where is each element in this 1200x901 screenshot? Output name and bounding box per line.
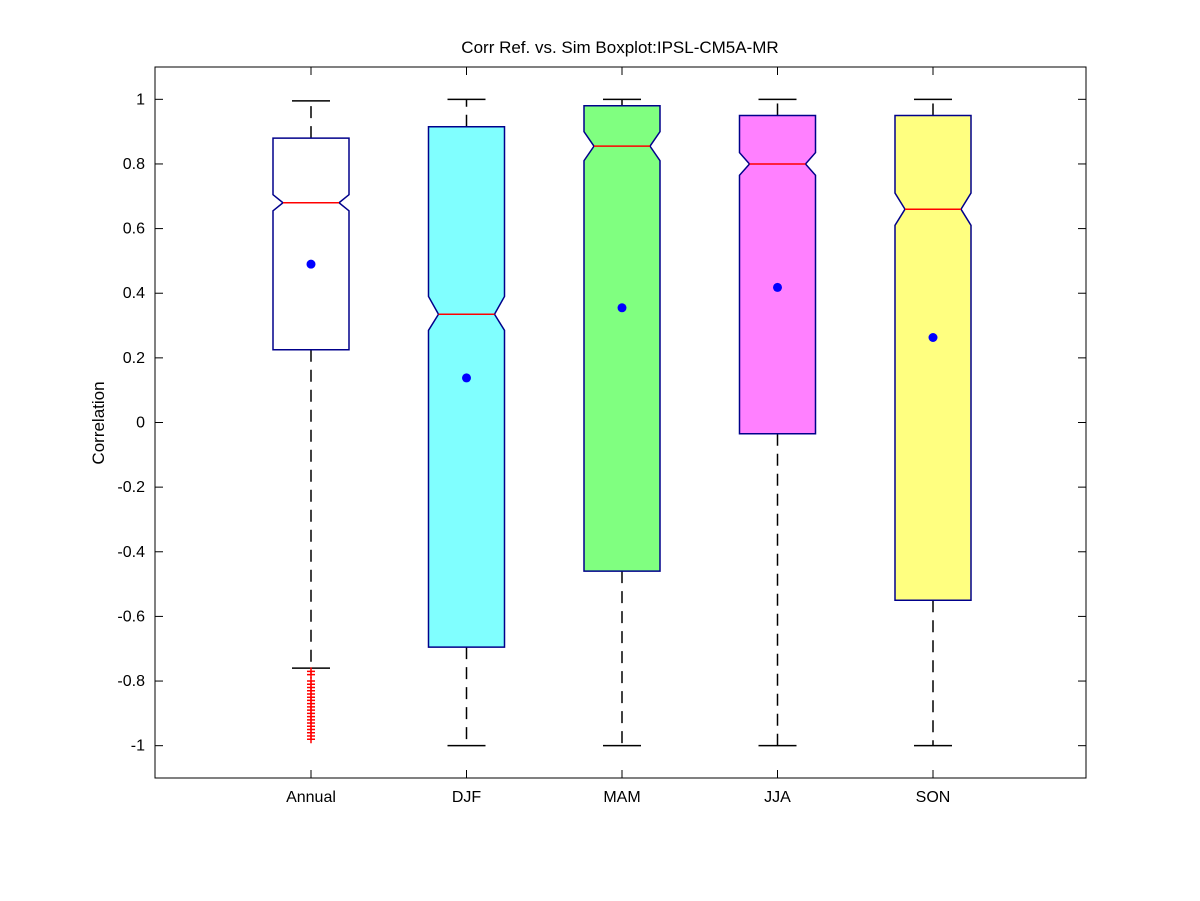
notched-box — [894, 114, 972, 601]
y-axis-label: Correlation — [89, 381, 108, 464]
mean-marker — [462, 373, 471, 383]
y-tick-label: 0.6 — [123, 221, 145, 238]
y-tick-label: -0.4 — [117, 544, 145, 561]
y-tick-label: 0.2 — [123, 350, 145, 367]
y-tick-label: -0.2 — [117, 479, 145, 496]
notched-box — [583, 105, 661, 572]
x-tick-label: MAM — [603, 789, 640, 806]
notched-box — [272, 137, 350, 351]
y-tick-label: 0.4 — [123, 285, 145, 302]
y-tick-label: 0.8 — [123, 156, 145, 173]
mean-marker — [928, 333, 938, 343]
y-tick-label: 1 — [136, 91, 145, 108]
y-tick-label: -0.8 — [117, 673, 145, 690]
y-tick-label: 0 — [136, 415, 145, 432]
y-tick-label: -0.6 — [117, 608, 145, 625]
mean-marker — [773, 282, 782, 292]
notched-box — [427, 126, 506, 648]
x-tick-label: Annual — [286, 789, 336, 806]
x-tick-label: SON — [916, 789, 951, 806]
notched-box — [738, 114, 817, 435]
chart-title: Corr Ref. vs. Sim Boxplot:IPSL-CM5A-MR — [461, 38, 778, 57]
x-tick-label: JJA — [764, 789, 791, 806]
outlier-marker — [307, 735, 315, 744]
y-tick-label: -1 — [131, 738, 145, 755]
mean-marker — [306, 259, 316, 269]
x-tick-label: DJF — [452, 789, 482, 806]
mean-marker — [617, 303, 627, 313]
plot-area: 1 0.8 0.6 0.4 0.2 0 -0.2 -0.4 -0.6 -0.8 -1 Annual DJ… — [117, 66, 1087, 806]
